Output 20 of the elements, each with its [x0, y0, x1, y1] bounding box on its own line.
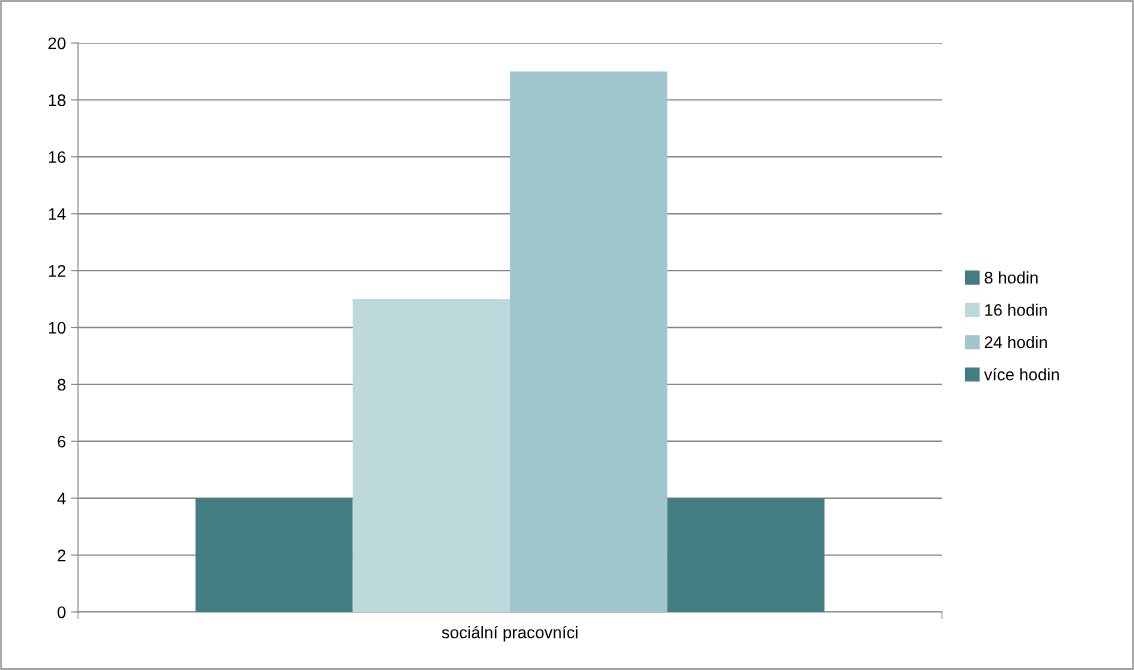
- legend-label: více hodin: [984, 368, 1059, 381]
- y-tick-label: 20: [48, 37, 66, 50]
- y-tick-label: 6: [57, 435, 66, 448]
- legend-label: 24 hodin: [984, 335, 1047, 349]
- y-tick-label: 14: [48, 208, 66, 220]
- y-tick-label: 10: [48, 321, 66, 334]
- y-tick-label: 2: [57, 549, 66, 562]
- bar: [195, 498, 353, 612]
- legend-label: 8 hodin: [984, 271, 1038, 284]
- legend-label: 16 hodin: [985, 303, 1047, 316]
- y-tick-label: 16: [48, 151, 66, 163]
- x-tick-label: sociální pracovníci: [441, 625, 578, 642]
- bar: [510, 71, 668, 612]
- y-tick-label: 18: [48, 94, 66, 107]
- bar: [352, 299, 510, 612]
- y-tick-label: 12: [48, 265, 66, 277]
- bar: [667, 498, 825, 612]
- y-tick-label: 4: [57, 492, 66, 505]
- y-tick-label: 0: [57, 606, 66, 619]
- y-tick-label: 8: [57, 378, 66, 391]
